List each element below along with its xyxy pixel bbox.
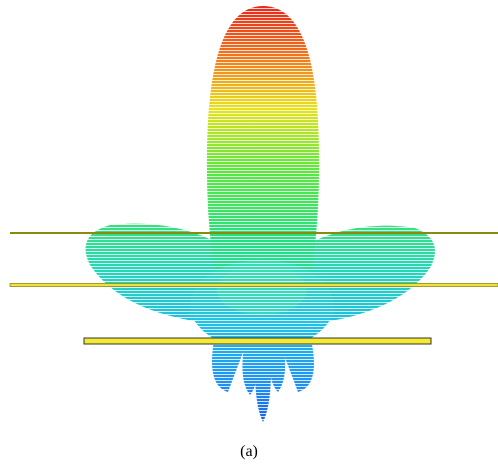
planes (9, 232, 498, 345)
caption: (a) (240, 443, 258, 460)
radiation-pattern (0, 0, 498, 430)
